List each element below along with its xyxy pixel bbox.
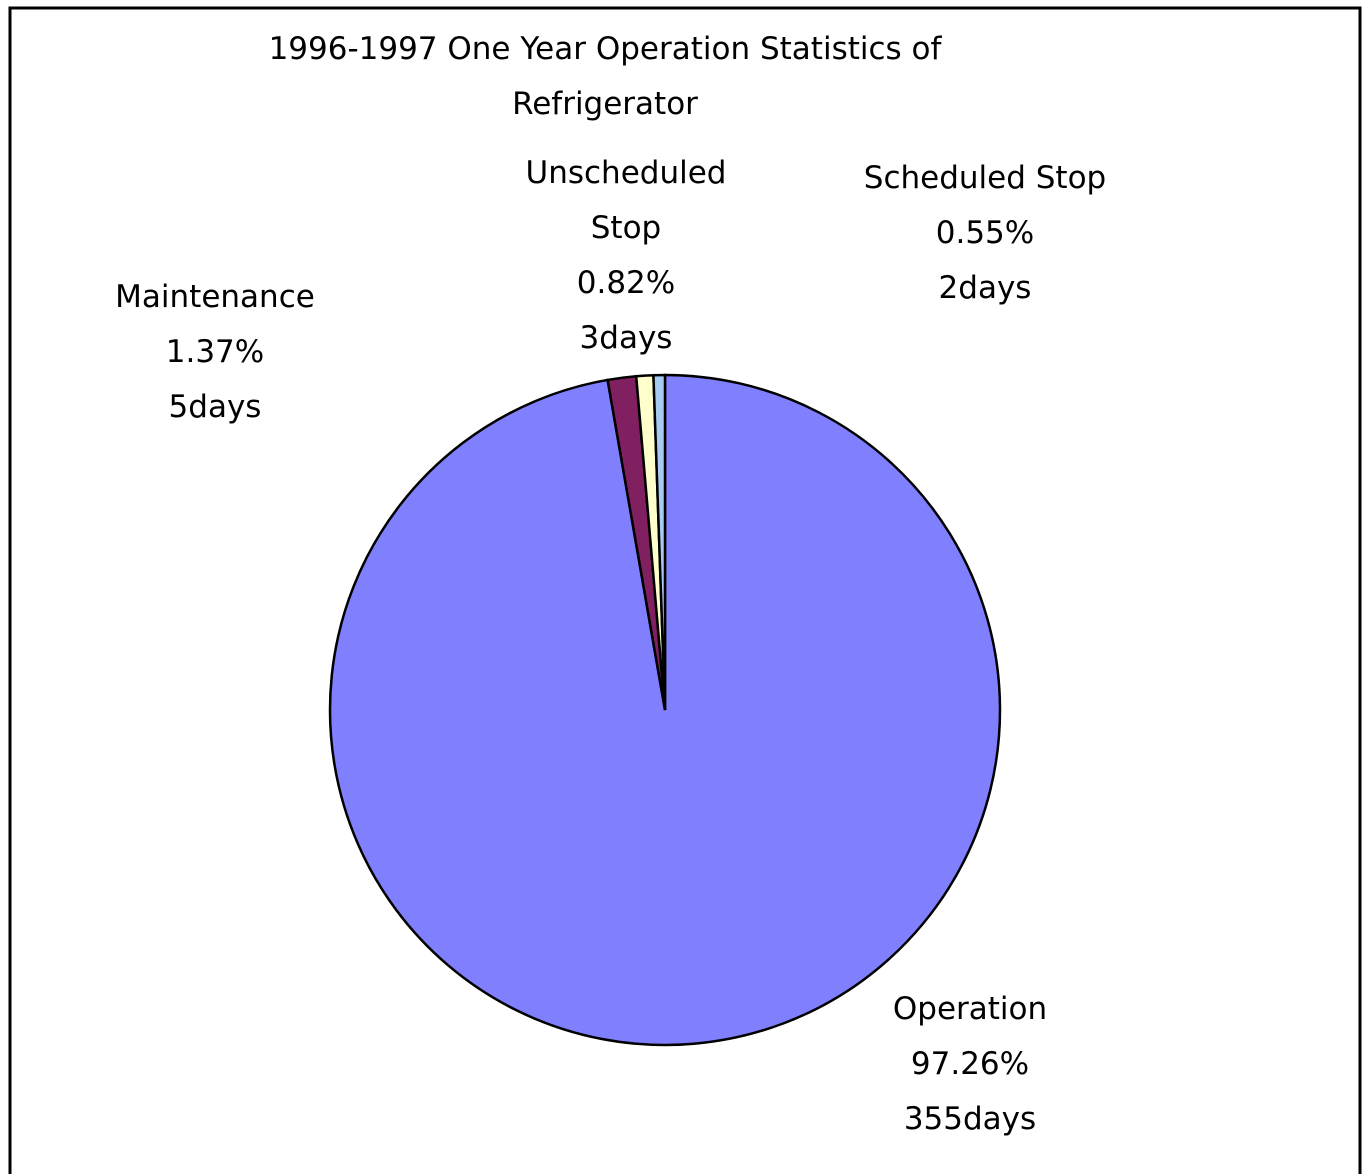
slice-days: 355days: [903, 1101, 1037, 1137]
slice-label: Unscheduled Stop 0.82% 3days: [501, 146, 751, 366]
slice-name: Unscheduled Stop: [525, 155, 727, 246]
slice-days: 2days: [938, 270, 1032, 306]
chart-title: 1996-1997 One Year Operation Statistics …: [268, 31, 942, 122]
slice-days: 3days: [579, 320, 673, 356]
slice-name: Operation: [892, 991, 1048, 1027]
slice-name: Maintenance: [115, 279, 315, 315]
slice-name: Scheduled Stop: [863, 160, 1107, 196]
slice-label: Maintenance 1.37% 5days: [90, 270, 340, 435]
slice-label: Operation 97.26% 355days: [845, 982, 1095, 1147]
slice-percent: 0.82%: [576, 265, 676, 301]
slice-percent: 1.37%: [165, 334, 265, 370]
slice-percent: 97.26%: [910, 1046, 1030, 1082]
slice-label: Scheduled Stop 0.55% 2days: [860, 151, 1110, 316]
slice-days: 5days: [168, 389, 262, 425]
slice-percent: 0.55%: [935, 215, 1035, 251]
pie-slice: [652, 373, 667, 711]
